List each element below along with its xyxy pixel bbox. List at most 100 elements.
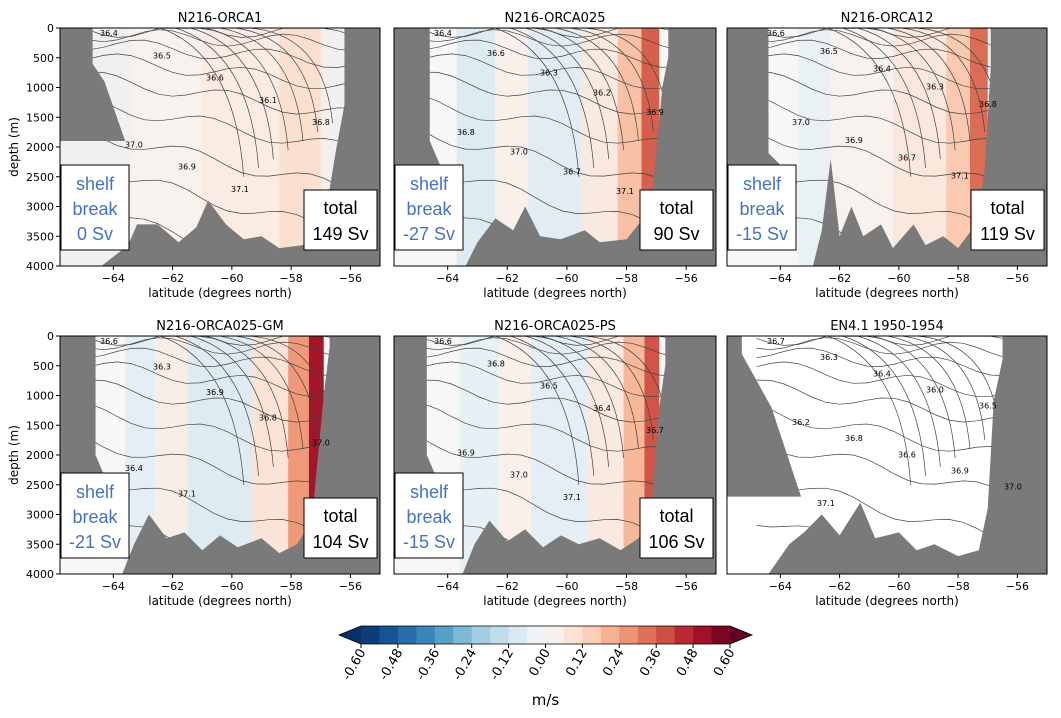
salinity-contour [249, 28, 333, 124]
contour-label: 36.9 [206, 388, 224, 397]
salinity-contour [756, 403, 1033, 462]
contour-label: 36.6 [206, 74, 224, 83]
y-tick-label: 0 [47, 330, 54, 343]
contour-label: 36.9 [951, 466, 969, 475]
shelf-break-text: break [72, 199, 118, 219]
land-north-shelf [394, 28, 448, 183]
contour-label: 36.1 [259, 96, 277, 105]
y-tick-label: 500 [33, 52, 54, 65]
colorbar-segment [471, 626, 491, 644]
y-tick-label: 1000 [26, 390, 54, 403]
shelf-break-text: -15 Sv [736, 224, 788, 244]
land-north-shelf [727, 336, 802, 497]
salinity-contour [190, 28, 274, 159]
total-transport-text: 90 Sv [653, 224, 699, 244]
land-north-shelf [727, 28, 799, 183]
total-transport-text: 149 Sv [312, 224, 368, 244]
x-tick-label: −62 [496, 580, 519, 593]
salinity-contour [525, 336, 610, 467]
y-tick-label: 4000 [26, 260, 54, 273]
salinity-contour [525, 28, 610, 159]
salinity-contour [756, 379, 1033, 423]
panel-plot-area: 36.6 36.3 36.9 36.8 37.0 36.4 37.1 [60, 336, 380, 574]
shelf-break-text: break [739, 199, 785, 219]
y-tick-label: 3500 [26, 230, 54, 243]
contour-label: 36.6 [487, 49, 505, 58]
colorbar-segment [656, 626, 676, 644]
colorbar-tick-label: 0.36 [637, 647, 664, 680]
x-tick-label: −58 [280, 580, 303, 593]
salinity-contour [219, 28, 304, 142]
x-tick-label: −56 [675, 272, 698, 285]
colorbar-tick-label: -0.12 [487, 647, 517, 684]
panel-1: 36.4 36.6 36.3 36.2 36.9 36.8 37.0 36.7 37.1 N216… [393, 11, 717, 300]
contour-label: 36.5 [820, 47, 838, 56]
salinity-contour [160, 28, 245, 177]
contour-label: 37.1 [817, 499, 835, 508]
contour-label: 37.1 [951, 171, 969, 180]
colorbar-segment [416, 626, 436, 644]
x-axis-label: latitude (degrees north) [815, 286, 959, 300]
contour-label: 36.9 [646, 108, 664, 117]
contour-label: 36.4 [100, 29, 118, 38]
salinity-contour [175, 28, 259, 168]
contour-label: 36.8 [979, 100, 997, 109]
y-tick-label: 2000 [26, 449, 54, 462]
panel-4: 36.6 36.8 36.5 36.4 36.7 36.9 37.0 37.1 N216-ORC… [393, 319, 717, 608]
land-north-shelf [60, 28, 126, 142]
salinity-contour [89, 347, 366, 376]
salinity-contour [756, 337, 1033, 359]
salinity-contour [423, 39, 702, 68]
salinity-contour [872, 28, 956, 151]
panel-plot-area: 36.4 36.6 36.3 36.2 36.9 36.8 37.0 36.7 37.1 [394, 28, 716, 266]
contour-label: 36.6 [767, 29, 785, 38]
x-tick-label: −58 [947, 272, 970, 285]
colorbar-tick-label: 0.60 [711, 647, 738, 680]
colorbar-segment [527, 626, 546, 644]
salinity-contour [205, 28, 289, 151]
salinity-contour [756, 39, 1033, 68]
x-axis-label: latitude (degrees north) [815, 594, 959, 608]
y-tick-label: 3000 [26, 201, 54, 214]
velocity-band [581, 28, 618, 266]
contour-label: 36.6 [898, 450, 916, 459]
panel-frame [726, 27, 1048, 267]
x-tick-label: −64 [436, 580, 459, 593]
x-tick-label: −60 [220, 580, 243, 593]
contour-label: 36.6 [100, 337, 118, 346]
x-tick-label: −62 [496, 272, 519, 285]
x-tick-label: −64 [102, 272, 125, 285]
salinity-contour [89, 95, 366, 154]
salinity-contour [89, 29, 366, 51]
x-tick-label: −62 [828, 580, 851, 593]
contour-label: 37.0 [510, 471, 528, 480]
colorbar-tick-label: 0.12 [563, 647, 590, 680]
colorbar-segment [600, 626, 620, 644]
panel-title: N216-ORCA12 [841, 11, 934, 26]
x-axis-label: latitude (degrees north) [483, 594, 627, 608]
salinity-contour [234, 336, 319, 441]
panel-0: 36.4 36.5 36.6 36.1 36.8 37.0 36.9 37.1 N216-ORC… [7, 11, 381, 300]
salinity-contour [234, 28, 319, 133]
contour-label: 37.1 [178, 490, 196, 499]
salinity-contour [89, 379, 366, 423]
panel-5: 36.7 36.3 36.4 36.0 36.5 36.2 36.8 36.6 36.9 37.0… [726, 319, 1048, 608]
salinity-contour [756, 95, 1033, 154]
panel-3: 36.6 36.3 36.9 36.8 37.0 36.4 37.1 N216-ORCA025… [7, 319, 381, 608]
shelf-break-box [394, 164, 464, 251]
salinity-contour [842, 336, 926, 476]
contour-label: 36.4 [873, 369, 891, 378]
contour-label: 36.7 [563, 167, 581, 176]
total-transport-box [303, 497, 378, 559]
y-axis-label: depth (m) [7, 425, 21, 485]
salinity-contour [569, 336, 654, 441]
x-tick-label: −56 [675, 580, 698, 593]
colorbar-tick-label: -0.36 [413, 647, 443, 684]
shelf-break-text: shelf [743, 174, 782, 194]
total-transport-text: total [659, 506, 693, 526]
salinity-contour [423, 347, 702, 376]
total-transport-text: total [323, 506, 357, 526]
salinity-contour [756, 71, 1033, 115]
contour-label: 37.0 [312, 439, 330, 448]
